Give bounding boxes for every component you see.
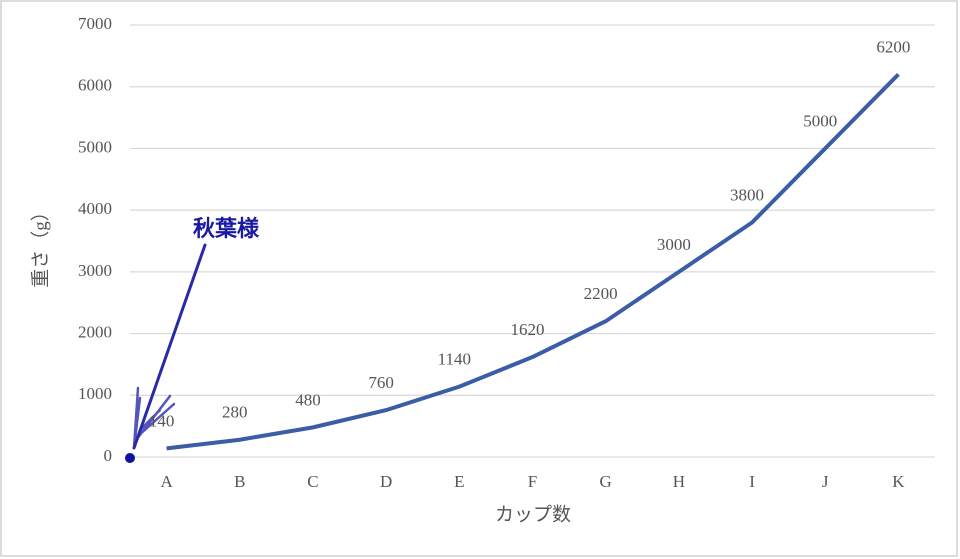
- y-tick-label: 7000: [78, 14, 112, 33]
- data-label: 3800: [730, 185, 764, 204]
- line: [166, 72, 900, 451]
- x-tick-label: J: [822, 472, 829, 491]
- x-tick-label: I: [749, 472, 755, 491]
- y-tick-label: 6000: [78, 76, 112, 95]
- x-tick-label: C: [307, 472, 318, 491]
- y-axis-label: 重さ（g）: [29, 202, 51, 288]
- data-label: 6200: [876, 37, 910, 56]
- y-tick-label: 3000: [78, 261, 112, 280]
- x-axis-label: カップ数: [495, 503, 571, 525]
- y-tick-label: 0: [104, 446, 113, 465]
- data-label: 1140: [438, 350, 471, 369]
- x-tick-label: H: [673, 472, 685, 491]
- annotation-arrow: [132, 243, 207, 450]
- annotation: 秋葉様: [193, 216, 260, 242]
- x-tick-label: B: [234, 472, 245, 491]
- data-label: 3000: [657, 235, 691, 254]
- data-label: 760: [368, 373, 394, 392]
- data-label: 5000: [803, 111, 837, 130]
- data-label: 280: [222, 403, 248, 422]
- annotation-dot: [125, 453, 135, 463]
- y-tick-label: 1000: [78, 384, 112, 403]
- y-tick-label: 4000: [78, 199, 112, 218]
- x-tick-label: E: [454, 472, 464, 491]
- x-tick-label: K: [892, 472, 905, 491]
- x-tick-label: D: [380, 472, 392, 491]
- data-label: 140: [149, 411, 175, 430]
- data-label: 2200: [584, 284, 618, 303]
- data-label: 1620: [511, 320, 545, 339]
- y-tick-label: 5000: [78, 137, 112, 156]
- y-tick-label: 2000: [78, 322, 112, 341]
- x-tick-label: G: [600, 472, 612, 491]
- x-tick-label: F: [528, 472, 537, 491]
- data-label: 480: [295, 390, 321, 409]
- x-tick-label: A: [160, 472, 173, 491]
